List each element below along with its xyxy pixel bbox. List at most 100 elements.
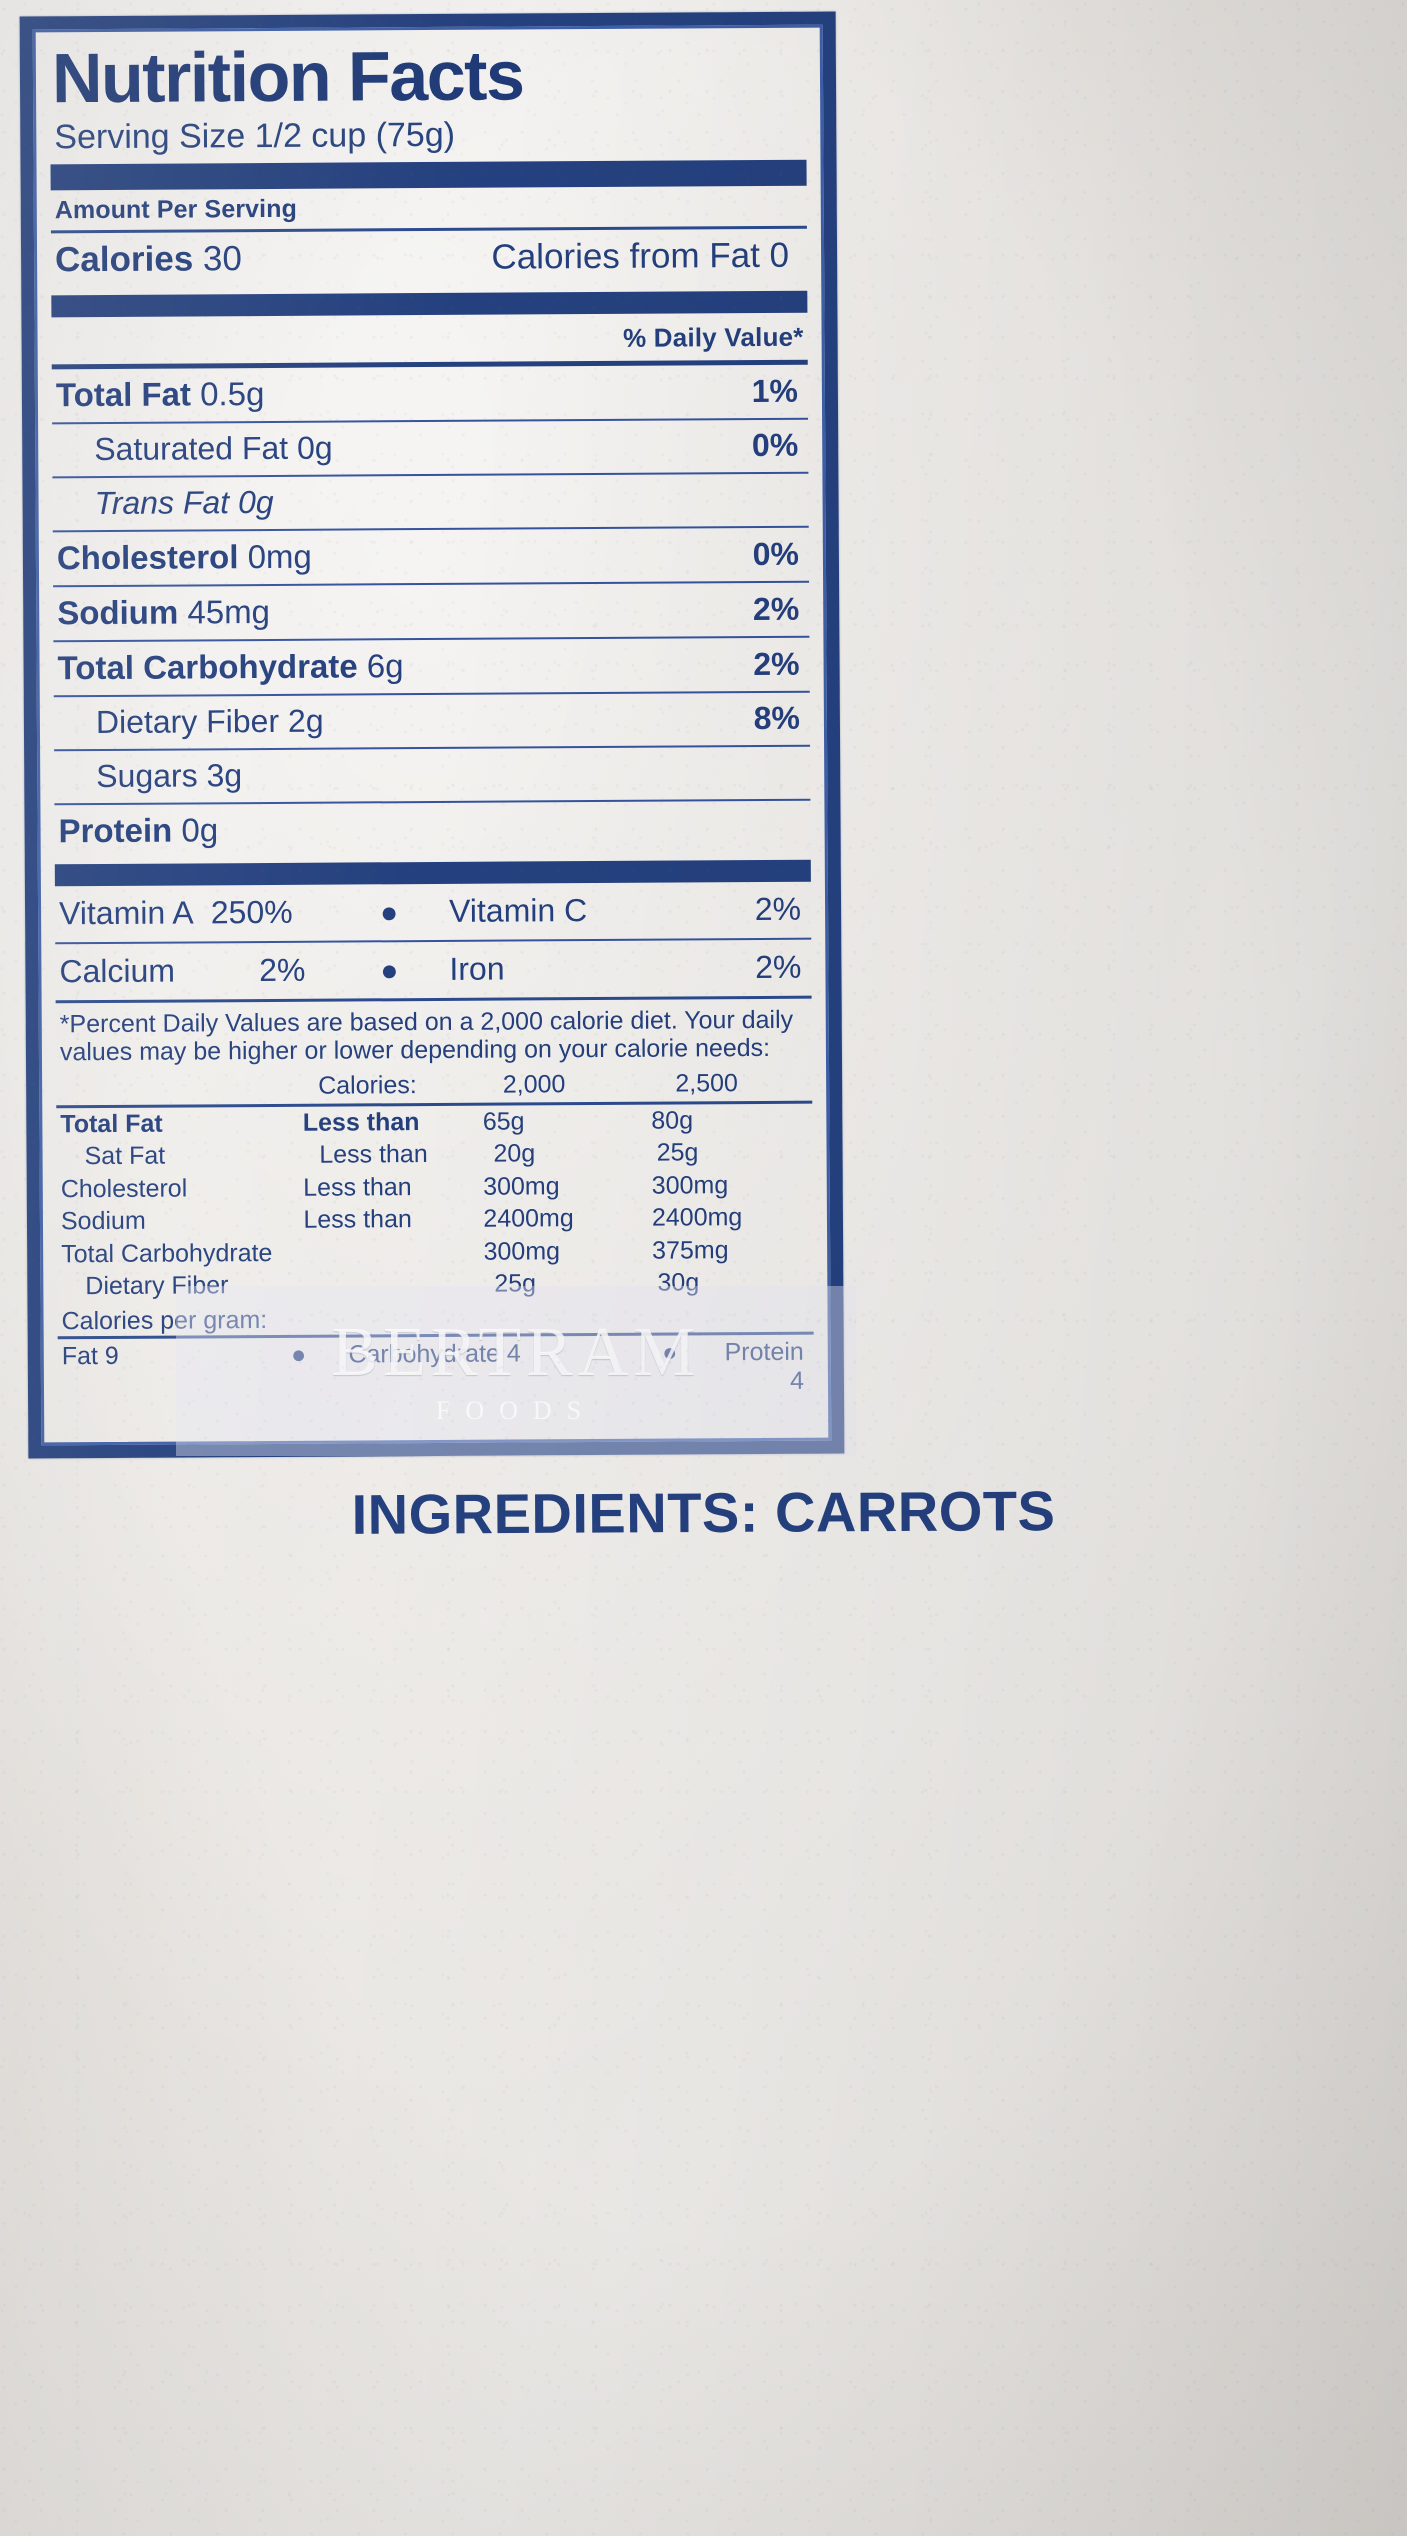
nutrient-name: Trans Fat	[94, 483, 230, 521]
nutrient-row-dietary-fiber: Dietary Fiber 2g 8%	[54, 692, 810, 749]
nutrient-row-protein: Protein 0g	[54, 800, 810, 858]
nutrient-percent: 2%	[753, 645, 800, 682]
dv-row-2500: 2400mg	[651, 1203, 743, 1232]
nutrient-percent: 0%	[751, 426, 799, 463]
nutrient-row-cholesterol: Cholesterol 0mg 0%	[53, 527, 809, 585]
nutrient-label: Saturated Fat 0g	[94, 429, 333, 467]
calcium-name: Calcium	[59, 952, 176, 989]
nutrient-row-trans-fat: Trans Fat 0g	[52, 473, 808, 530]
nutrient-row-sodium: Sodium 45mg 2%	[53, 582, 809, 640]
nutrient-amount: 6g	[366, 646, 404, 685]
dv-row-name: Sat Fat	[84, 1141, 166, 1171]
nutrient-percent: 2%	[752, 590, 800, 627]
dv-row-2000: 20g	[493, 1139, 536, 1168]
dv-calories-label: Calories:	[318, 1070, 417, 1100]
nutrient-label: Total Carbohydrate 6g	[57, 647, 403, 687]
vitamin-a-cell: Vitamin A 250%	[59, 893, 329, 932]
bullet-separator-icon: ●	[290, 1340, 307, 1369]
nutrient-name: Saturated Fat	[94, 429, 289, 467]
panel-title: Nutrition Facts	[51, 36, 524, 118]
dv-row-2500: 375mg	[652, 1235, 729, 1265]
cpg-protein: Protein 4	[724, 1337, 805, 1395]
nutrient-row-saturated-fat: Saturated Fat 0g 0%	[52, 419, 808, 476]
vitamin-a-name: Vitamin A	[58, 894, 193, 931]
iron-value: 2%	[755, 948, 802, 985]
table-row: Total Fat Less than 65g 80g	[56, 1103, 812, 1140]
nutrient-label: Protein 0g	[58, 811, 218, 850]
vitamin-c-name: Vitamin C	[448, 891, 588, 929]
dv-row-2000: 300mg	[483, 1236, 561, 1266]
calcium-value: 2%	[259, 951, 306, 988]
bullet-separator-icon: ●	[379, 895, 399, 930]
daily-value-footnote: *Percent Daily Values are based on a 2,0…	[59, 1005, 794, 1067]
amount-per-serving-label: Amount Per Serving	[54, 194, 297, 224]
nutrient-amount: 2g	[287, 702, 324, 739]
nutrient-name: Sodium	[57, 593, 179, 631]
dv-row-name: Cholesterol	[60, 1174, 188, 1203]
ingredients-text: INGREDIENTS: CARROTS	[351, 1479, 1056, 1546]
dv-row-name: Total Fat	[60, 1109, 163, 1138]
dv-row-qualifier: Less than	[319, 1140, 428, 1169]
vitamin-c-value: 2%	[754, 890, 802, 927]
dv-row-2500: 30g	[657, 1268, 700, 1297]
nutrient-percent: 8%	[753, 699, 801, 736]
cpg-fat: Fat 9	[61, 1341, 119, 1370]
dv-row-qualifier: Less than	[302, 1107, 420, 1137]
nutrient-label: Sodium 45mg	[57, 593, 270, 632]
calories-from-fat: Calories from Fat 0	[491, 235, 790, 277]
vitamin-c-cell: Vitamin C 2%	[449, 890, 807, 929]
dv-table-header: Calories: 2,000 2,500	[56, 1064, 812, 1105]
vitamin-row-a-c: Vitamin A 250% ● Vitamin C 2%	[55, 881, 811, 942]
dv-row-qualifier: Less than	[303, 1172, 412, 1202]
nutrient-percent: 0%	[752, 535, 800, 572]
bullet-separator-icon: ●	[662, 1338, 678, 1367]
nutrient-name: Total Fat	[55, 375, 192, 413]
header-thick-rule	[50, 159, 807, 191]
dv-row-2500: 25g	[656, 1138, 699, 1167]
nutrient-amount: 0g	[181, 810, 219, 849]
nutrient-amount: 3g	[206, 756, 243, 794]
dv-col-2000: 2,000	[502, 1069, 566, 1099]
dv-row-2500: 300mg	[651, 1170, 729, 1200]
daily-value-table: Total Fat Less than 65g 80g Sat Fat Less…	[56, 1103, 813, 1303]
dv-row-2500: 80g	[651, 1106, 694, 1135]
calories-left: Calories 30	[55, 239, 242, 280]
nutrient-label: Trans Fat 0g	[94, 484, 273, 522]
nutrient-name: Total Carbohydrate	[57, 647, 358, 686]
serving-size-text: Serving Size 1/2 cup (75g)	[54, 116, 456, 157]
dv-row-qualifier	[320, 1271, 494, 1299]
table-row: Sodium Less than 2400mg 2400mg	[57, 1201, 813, 1238]
table-row: Dietary Fiber 25g 30g	[57, 1266, 813, 1303]
calories-label: Calories	[54, 239, 194, 279]
nutrition-facts-panel: Nutrition Facts Serving Size 1/2 cup (75…	[19, 11, 845, 1459]
nutrient-amount: 0.5g	[200, 374, 265, 413]
vitamin-a-value: 250%	[210, 893, 293, 931]
dv-row-name: Total Carbohydrate	[61, 1238, 273, 1268]
nutrient-row-total-carbohydrate: Total Carbohydrate 6g 2%	[53, 637, 809, 695]
dv-row-2000: 65g	[482, 1107, 525, 1136]
nutrient-name: Cholesterol	[56, 537, 239, 576]
nutrient-amount: 0mg	[247, 537, 312, 575]
nutrient-label: Dietary Fiber 2g	[96, 702, 324, 740]
table-row: Sat Fat Less than 20g 25g	[56, 1136, 812, 1173]
daily-value-header: % Daily Value*	[622, 321, 804, 353]
dv-row-qualifier: Less than	[303, 1205, 412, 1234]
nutrient-amount: 0g	[237, 483, 274, 520]
nutrient-label: Cholesterol 0mg	[57, 537, 312, 577]
nutrient-label: Sugars 3g	[96, 757, 242, 795]
calories-value: 30	[202, 238, 243, 279]
nutrient-name: Dietary Fiber	[95, 702, 280, 740]
dv-row-name: Sodium	[60, 1206, 146, 1236]
nutrient-amount: 45mg	[187, 592, 271, 631]
nutrient-row-total-fat: Total Fat 0.5g 1%	[52, 364, 808, 422]
calories-row: Calories 30 Calories from Fat 0	[51, 228, 807, 289]
calcium-cell: Calcium 2%	[59, 951, 329, 990]
nutrient-row-sugars: Sugars 3g	[54, 746, 810, 803]
table-row: Total Carbohydrate 300mg 375mg	[57, 1233, 813, 1270]
vitamin-row-calcium-iron: Calcium 2% ● Iron 2%	[55, 939, 811, 1000]
bullet-separator-icon: ●	[380, 953, 399, 988]
nutrient-name: Protein	[58, 811, 173, 849]
nutrient-name: Sugars	[96, 757, 198, 794]
dv-row-qualifier	[304, 1238, 484, 1266]
